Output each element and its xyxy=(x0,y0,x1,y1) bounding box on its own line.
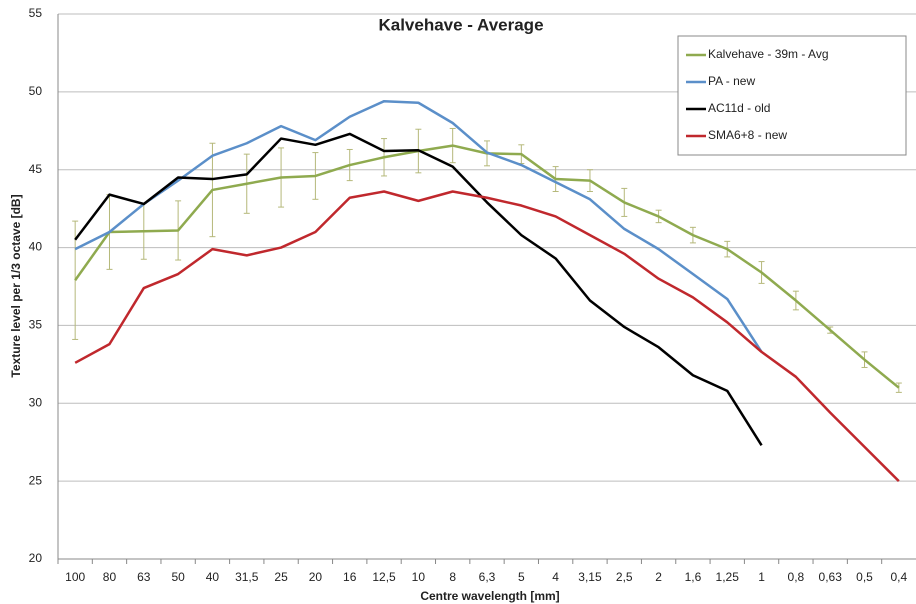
x-axis-label: Centre wavelength [mm] xyxy=(420,589,559,603)
y-tick-label: 40 xyxy=(29,240,43,254)
x-tick-label: 40 xyxy=(206,570,220,584)
x-tick-label: 50 xyxy=(171,570,185,584)
y-tick-label: 55 xyxy=(29,6,43,20)
x-tick-label: 1,25 xyxy=(716,570,740,584)
x-tick-label: 25 xyxy=(274,570,288,584)
series-line xyxy=(74,144,900,389)
legend-label: Kalvehave - 39m - Avg xyxy=(708,47,829,61)
x-tick-label: 3,15 xyxy=(578,570,602,584)
y-tick-label: 50 xyxy=(29,84,43,98)
y-tick-label: 20 xyxy=(29,551,43,565)
series-line xyxy=(74,190,900,483)
x-tick-label: 1,6 xyxy=(685,570,702,584)
x-tick-label: 5 xyxy=(518,570,525,584)
y-tick-label: 35 xyxy=(29,318,43,332)
x-tick-label: 100 xyxy=(65,570,85,584)
x-tick-label: 0,8 xyxy=(788,570,805,584)
x-tick-label: 2,5 xyxy=(616,570,633,584)
x-tick-label: 4 xyxy=(552,570,559,584)
chart-title: Kalvehave - Average xyxy=(378,15,543,34)
y-axis-label: Texture level per 1/3 octave [dB] xyxy=(9,194,23,377)
legend-box xyxy=(677,35,907,156)
y-tick-label: 45 xyxy=(29,162,43,176)
x-tick-label: 0,4 xyxy=(890,570,907,584)
legend-label: PA - new xyxy=(708,74,755,88)
x-tick-label: 16 xyxy=(343,570,357,584)
x-tick-label: 80 xyxy=(103,570,117,584)
series-line xyxy=(74,132,763,446)
legend-label: AC11d - old xyxy=(708,101,770,115)
x-tick-label: 10 xyxy=(412,570,426,584)
x-tick-label: 12,5 xyxy=(372,570,396,584)
x-tick-label: 2 xyxy=(655,570,662,584)
series-line xyxy=(74,99,763,353)
x-tick-label: 63 xyxy=(137,570,151,584)
x-tick-label: 0,5 xyxy=(856,570,873,584)
x-tick-label: 8 xyxy=(449,570,456,584)
x-tick-label: 31,5 xyxy=(235,570,259,584)
y-tick-label: 25 xyxy=(29,473,43,487)
legend-label: SMA6+8 - new xyxy=(708,128,787,142)
x-tick-label: 20 xyxy=(309,570,323,584)
x-tick-label: 6,3 xyxy=(479,570,496,584)
y-tick-label: 30 xyxy=(29,395,43,409)
x-tick-label: 1 xyxy=(758,570,765,584)
x-tick-label: 0,63 xyxy=(819,570,843,584)
